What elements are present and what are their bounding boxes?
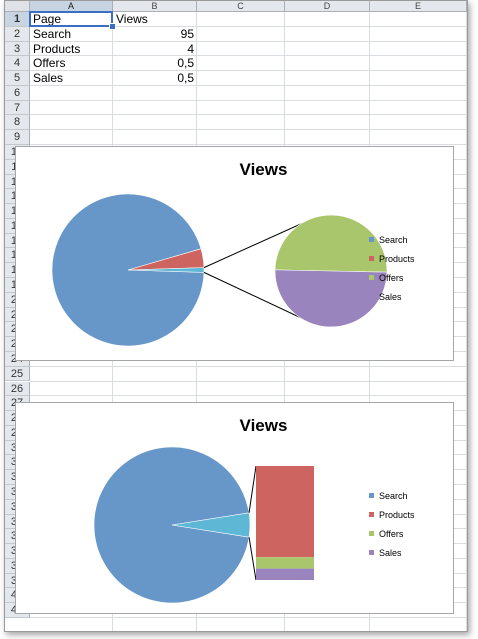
column-header-b[interactable]: B [113,1,197,12]
cell-a2[interactable]: Search [33,26,72,41]
cell-a3[interactable]: Products [33,41,81,56]
legend-label-search: Search [379,235,408,245]
row-header[interactable]: 26 [5,381,30,397]
secondary-slice-sales [274,269,388,328]
bar-segment-offers [256,557,314,569]
cell-b2[interactable]: 95 [180,26,194,41]
cell-b4[interactable]: 0,5 [177,56,194,71]
row-header[interactable]: 3 [5,41,30,57]
gridline [30,55,467,57]
row-header[interactable]: 7 [5,100,30,116]
bar-segment-sales [256,568,314,580]
legend-label-products: Products [379,510,415,520]
row-header[interactable]: 5 [5,71,30,86]
legend-swatch-products [369,512,374,517]
gridline [30,70,467,72]
connector-line [248,537,257,581]
chart-pie-of-pie[interactable]: Views Search Products Offers Sales [15,146,454,361]
row-header[interactable]: 8 [5,115,30,131]
gridline [30,616,467,618]
gridline [30,25,467,27]
legend-swatch-search [369,493,374,498]
select-all-corner[interactable] [5,1,30,12]
column-header-d[interactable]: D [285,1,370,12]
legend-label-offers: Offers [379,529,404,539]
cell-b3[interactable]: 4 [187,41,194,56]
gridline [30,380,467,382]
row-header[interactable]: 6 [5,85,30,101]
column-header-c[interactable]: C [197,1,285,12]
connector-line [203,271,315,325]
row-header[interactable]: 2 [5,26,30,42]
row-header[interactable]: 9 [5,130,30,145]
pie-slice-other [127,267,205,273]
chart-title: Views [240,160,288,179]
gridline [30,395,467,397]
bar-segment-products [256,466,314,558]
pie-slice-other [171,512,251,538]
connector-line [248,465,257,513]
chart-title: Views [240,416,288,435]
legend-label-products: Products [379,254,415,264]
gridline [30,99,467,101]
cell-a1[interactable]: Page [33,12,62,26]
cell-a4[interactable]: Offers [33,56,66,71]
cell-b1[interactable]: Views [116,12,148,26]
gridline [30,40,467,42]
cell-b5[interactable]: 0,5 [177,71,194,86]
gridline [30,129,467,131]
secondary-slice-offers [274,214,388,273]
cell-a5[interactable]: Sales [33,71,64,86]
gridline [30,114,467,116]
legend-label-offers: Offers [379,273,404,283]
chart-bar-of-pie[interactable]: Views Search Products Offers Sales [15,402,454,614]
row-header[interactable]: 1 [5,12,30,27]
gridline [30,365,467,367]
legend-swatch-offers [369,275,374,280]
legend-label-sales: Sales [379,292,402,302]
fill-handle[interactable] [109,22,116,30]
gridline [30,84,467,86]
gridline [30,144,467,146]
legend-swatch-sales [369,294,374,299]
gridline [466,12,467,631]
row-header[interactable]: 25 [5,366,30,382]
active-cell-outline [29,11,113,27]
legend-swatch-search [369,237,374,242]
legend-swatch-offers [369,531,374,536]
legend-label-search: Search [379,491,408,501]
legend-label-sales: Sales [379,548,402,558]
pie-slice-search [93,446,250,604]
connector-line [203,217,315,269]
legend-swatch-sales [369,550,374,555]
legend-swatch-products [369,256,374,261]
row-header[interactable]: 4 [5,56,30,72]
column-header-e[interactable]: E [370,1,467,12]
